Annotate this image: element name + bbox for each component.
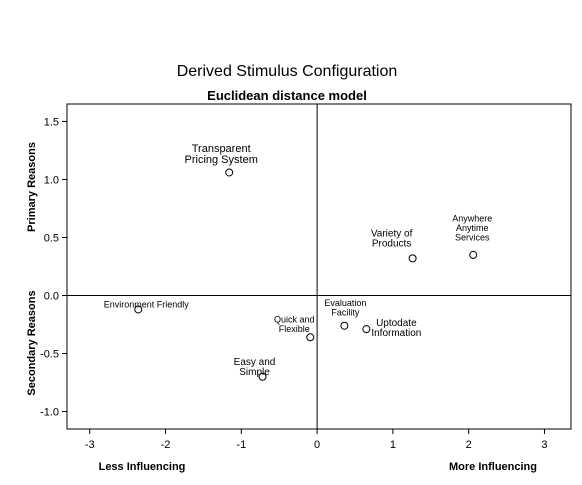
- chart-subtitle: Euclidean distance model: [207, 88, 367, 103]
- data-point-label: Facility: [331, 307, 360, 317]
- data-point-label: Easy and: [234, 357, 276, 368]
- y-tick-label: 0.5: [44, 232, 59, 244]
- data-point-marker: [306, 333, 315, 342]
- data-point-label: Variety of: [371, 228, 413, 239]
- data-point-marker: [469, 250, 478, 259]
- data-point-marker: [134, 305, 143, 314]
- x-axis-label-left: Less Influencing: [99, 461, 186, 473]
- data-point-marker: [340, 321, 349, 330]
- data-point-label: Uptodate: [376, 318, 417, 329]
- data-point-label: Evaluation: [324, 298, 366, 308]
- x-axis-label-right: More Influencing: [449, 461, 537, 473]
- data-point-label: Anytime: [456, 223, 489, 233]
- x-tick-label: 2: [466, 439, 472, 451]
- data-point-label: Flexible: [279, 324, 310, 334]
- y-axis-label-bottom: Secondary Reasons: [26, 290, 38, 395]
- data-point-label: Anywhere: [452, 213, 492, 223]
- x-axis: -3 -2 -1 0 1 2 3: [85, 429, 548, 451]
- y-tick-label: 1.0: [44, 174, 59, 186]
- plot-frame: [66, 103, 572, 430]
- x-tick-label: -1: [236, 439, 246, 451]
- data-point-label: Pricing System: [185, 154, 258, 166]
- data-point-marker: [258, 372, 267, 381]
- data-point-label: Simple: [239, 367, 270, 378]
- x-tick-label: -3: [85, 439, 95, 451]
- chart-title: Derived Stimulus Configuration: [177, 63, 398, 80]
- data-point-label: Transparent: [192, 143, 251, 155]
- y-tick-label: -1.0: [40, 407, 59, 419]
- y-axis-label-top: Primary Reasons: [26, 142, 38, 232]
- y-tick-label: 0.0: [44, 291, 59, 303]
- data-point-marker: [408, 254, 417, 263]
- y-axis: 1.5 1.0 0.5 0.0 -0.5 -1.0: [40, 116, 67, 419]
- data-point-marker: [225, 168, 234, 177]
- x-tick-label: 3: [541, 439, 547, 451]
- data-point-label: Environment Friendly: [104, 299, 190, 309]
- y-tick-label: 1.5: [44, 116, 59, 128]
- data-point-label: Products: [372, 238, 411, 249]
- data-point-label: Services: [455, 232, 490, 242]
- data-point-label: Information: [371, 328, 421, 339]
- y-tick-label: -0.5: [40, 349, 59, 361]
- x-tick-label: 0: [314, 439, 320, 451]
- data-point-label: Quick and: [274, 315, 315, 325]
- x-tick-label: -2: [161, 439, 171, 451]
- data-point-marker: [362, 325, 371, 334]
- x-tick-label: 1: [390, 439, 396, 451]
